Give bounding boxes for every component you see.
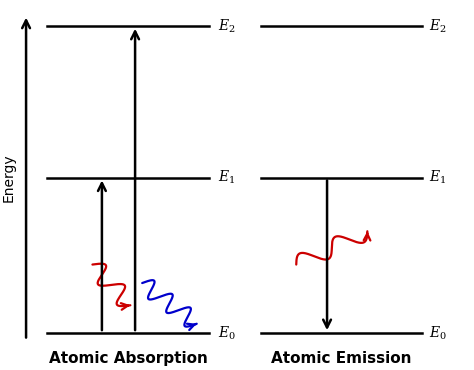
Text: Energy: Energy [1, 153, 16, 202]
Text: $E_0$: $E_0$ [218, 324, 236, 342]
Text: $E_0$: $E_0$ [429, 324, 447, 342]
Text: $E_2$: $E_2$ [429, 17, 447, 35]
Text: Atomic Emission: Atomic Emission [271, 351, 411, 366]
Text: $E_2$: $E_2$ [218, 17, 236, 35]
Text: Atomic Absorption: Atomic Absorption [48, 351, 208, 366]
Text: $E_1$: $E_1$ [218, 169, 235, 186]
Text: $E_1$: $E_1$ [429, 169, 446, 186]
